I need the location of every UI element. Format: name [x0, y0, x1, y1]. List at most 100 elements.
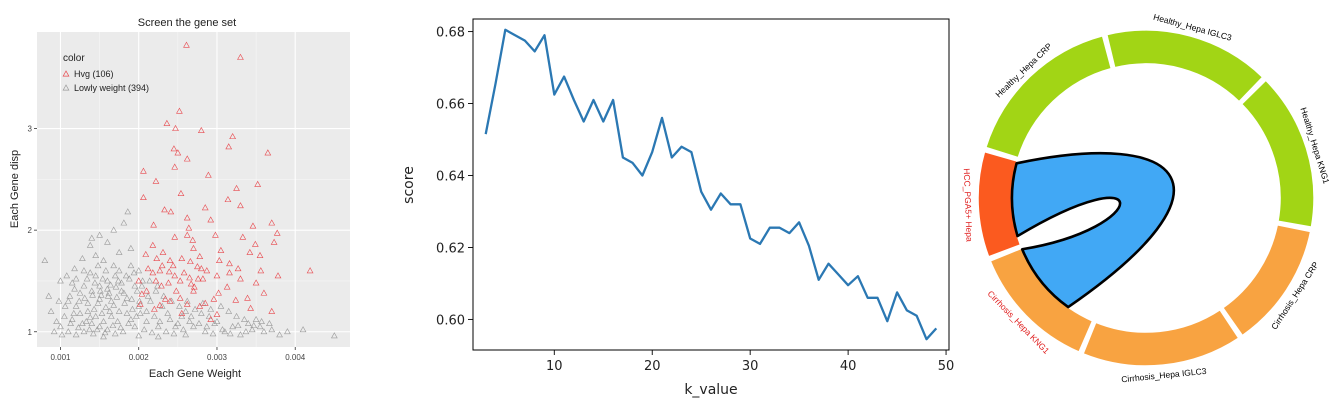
lowly-point	[136, 297, 143, 304]
lowly-point	[76, 309, 84, 316]
lowly-point	[111, 272, 119, 279]
lowly-point	[67, 320, 75, 327]
lowly-point	[113, 293, 121, 300]
lowly-point	[88, 234, 96, 241]
lowly-point	[104, 277, 111, 284]
hvg-point	[183, 41, 190, 48]
hvg-point	[223, 283, 231, 290]
y-tick-label: 0.68	[436, 26, 465, 41]
hvg-point	[156, 267, 164, 274]
hvg-point	[244, 294, 251, 301]
lowly-point	[86, 241, 94, 248]
chord-segment-label: Cirrhosis_Hepa IGLC3	[1121, 366, 1207, 385]
lowly-point	[146, 277, 154, 284]
lowly-point	[70, 309, 78, 316]
hvg-point	[161, 295, 169, 302]
hvg-point	[171, 233, 179, 240]
lowly-point	[82, 317, 90, 324]
lowly-point	[195, 320, 203, 327]
chord-segment	[1105, 29, 1264, 103]
lowly-point	[75, 297, 83, 304]
lowly-point	[115, 267, 123, 274]
lowly-point	[252, 315, 260, 322]
lowly-point	[100, 257, 107, 264]
lowly-point	[187, 312, 195, 319]
lowly-point	[71, 285, 78, 292]
hvg-point	[176, 294, 184, 301]
lowly-point	[219, 326, 226, 333]
lowly-point	[258, 317, 265, 324]
lowly-point	[86, 326, 93, 333]
hvg-point	[152, 177, 160, 184]
x-tick-label: 0.002	[129, 353, 150, 362]
hvg-point	[183, 155, 191, 162]
x-tick-label: 0.004	[285, 353, 306, 362]
hvg-point	[194, 275, 202, 282]
hvg-point	[270, 238, 278, 245]
hvg-point	[251, 240, 259, 247]
y-tick-label: 1	[28, 328, 33, 337]
y-tick-label: 0.64	[436, 170, 465, 185]
legend-triangle-hvg	[62, 70, 70, 77]
hvg-point	[264, 149, 272, 156]
scatter-title: Screen the gene set	[138, 17, 236, 29]
lowly-point	[121, 299, 129, 306]
lowly-point	[125, 320, 132, 327]
scatter-legend: color Hvg (106) Lowly weight (394)	[62, 53, 149, 93]
lowly-point	[110, 262, 118, 269]
hvg-point	[135, 277, 143, 284]
lowly-point	[110, 301, 118, 308]
hvg-point	[232, 296, 240, 303]
lowly-point	[112, 283, 120, 290]
lowly-point	[122, 272, 130, 279]
y-tick-label: 0.62	[436, 241, 465, 256]
line-ticks: 10 20 30 40 50 0.60 0.62 0.64 0.66 0.68	[436, 26, 954, 374]
hvg-point	[180, 269, 188, 276]
hvg-point	[306, 267, 314, 274]
lowly-point	[128, 295, 136, 302]
lowly-point	[225, 307, 233, 314]
lowly-point	[107, 297, 115, 304]
lowly-point	[94, 299, 102, 306]
hvg-point	[205, 171, 212, 178]
lowly-point	[102, 267, 110, 274]
lowly-point	[244, 320, 252, 327]
lowly-point	[178, 312, 186, 319]
legend-marker-hvg	[62, 70, 70, 77]
hvg-point	[156, 301, 164, 308]
lowly-point	[86, 269, 94, 276]
lowly-point	[72, 275, 80, 282]
lowly-point	[166, 315, 174, 322]
hvg-point	[210, 295, 218, 302]
hvg-point	[268, 307, 276, 314]
hvg-point	[189, 236, 197, 243]
lowly-point	[213, 317, 221, 324]
x-tick-label: 0.001	[50, 353, 71, 362]
hvg-point	[143, 287, 150, 294]
lowly-point	[57, 323, 64, 330]
x-tick-label: 40	[840, 359, 857, 374]
lowly-point	[92, 251, 100, 258]
lowly-point	[71, 265, 78, 272]
line-plot-frame	[472, 18, 950, 351]
lowly-point	[205, 312, 213, 319]
hvg-point	[234, 265, 242, 272]
hvg-point	[213, 310, 221, 317]
lowly-point	[97, 287, 104, 294]
hvg-point	[203, 267, 211, 274]
lowly-point	[47, 307, 55, 314]
lowly-point	[63, 272, 71, 279]
hvg-point	[171, 163, 179, 170]
hvg-point	[167, 208, 175, 215]
lowly-point	[115, 277, 122, 284]
lowly-point	[91, 279, 99, 286]
lowly-point	[131, 282, 139, 289]
hvg-point	[215, 257, 223, 264]
hvg-point	[268, 219, 276, 226]
hvg-point	[196, 252, 204, 259]
lowly-point	[58, 331, 66, 338]
lowly-point	[135, 332, 143, 339]
lowly-point	[92, 272, 100, 279]
lowly-point	[211, 320, 218, 327]
